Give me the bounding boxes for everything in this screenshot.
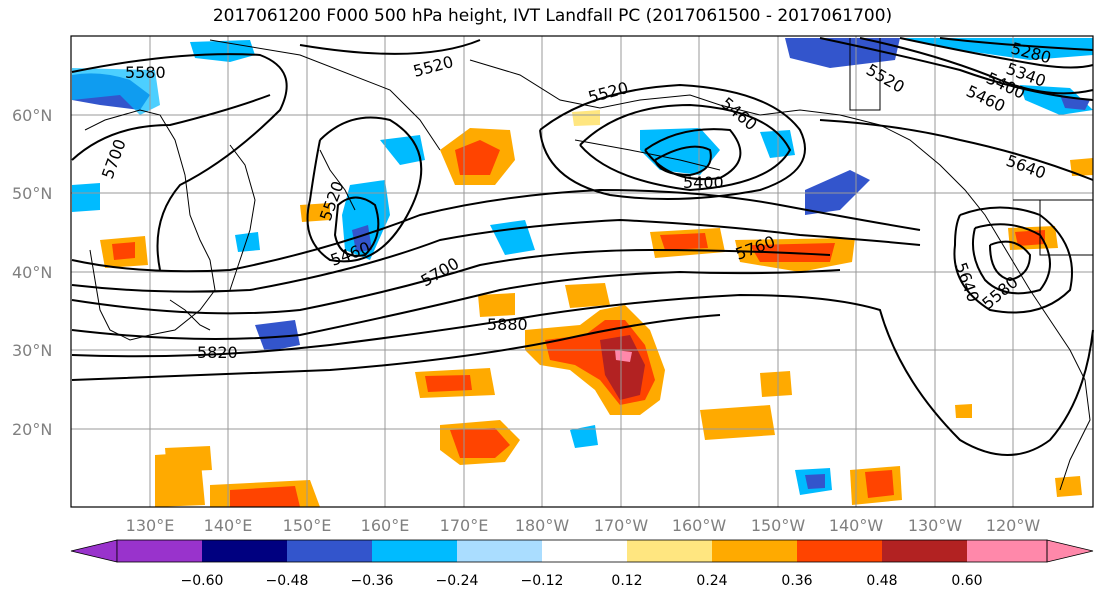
colorbar-segment <box>457 540 542 562</box>
colorbar-segment <box>712 540 797 562</box>
lon-label: 120°W <box>986 516 1041 535</box>
lon-label: 150°W <box>751 516 806 535</box>
contour-label: 5580 <box>125 63 166 82</box>
colorbar-segment <box>542 540 627 562</box>
colorbar-tick: 0.12 <box>611 573 642 589</box>
lat-label: 50°N <box>12 184 52 203</box>
colorbar-segment <box>967 540 1047 562</box>
colorbar-tick: −0.24 <box>436 573 479 589</box>
lon-label: 160°E <box>361 516 410 535</box>
colorbar-tick: 0.48 <box>866 573 897 589</box>
graticule <box>71 36 1093 507</box>
colorbar-segment <box>372 540 457 562</box>
ivt-shading <box>72 38 1093 507</box>
contour-label: 5400 <box>683 173 724 192</box>
latitude-labels: 60°N 50°N 40°N 30°N 20°N <box>12 106 52 439</box>
height-contours <box>71 37 1094 456</box>
colorbar-segment <box>117 540 202 562</box>
colorbar-segment <box>882 540 967 562</box>
map-title: 2017061200 F000 500 hPa height, IVT Land… <box>212 6 893 26</box>
colorbar-segment <box>202 540 287 562</box>
lat-label: 20°N <box>12 420 52 439</box>
colorbar-tick: 0.60 <box>951 573 982 589</box>
colorbar-segment <box>627 540 712 562</box>
lat-label: 40°N <box>12 263 52 282</box>
colorbar-tick: 0.24 <box>696 573 727 589</box>
colorbar-tick: −0.60 <box>181 573 224 589</box>
colorbar-segment <box>797 540 882 562</box>
lon-label: 170°W <box>594 516 649 535</box>
contour-label: 5820 <box>197 343 238 362</box>
lon-label: 160°W <box>672 516 727 535</box>
colorbar-tick: 0.36 <box>781 573 812 589</box>
lat-label: 60°N <box>12 106 52 125</box>
lon-label: 170°E <box>440 516 489 535</box>
lon-label: 140°E <box>204 516 253 535</box>
lon-label: 130°W <box>908 516 963 535</box>
lat-label: 30°N <box>12 341 52 360</box>
colorbar-extend-min <box>70 539 118 563</box>
contour-label: 5880 <box>487 315 528 334</box>
longitude-labels: 130°E 140°E 150°E 160°E 170°E 180°W 170°… <box>126 516 1041 535</box>
map-border <box>70 35 1094 508</box>
lon-label: 130°E <box>126 516 175 535</box>
colorbar-outline <box>116 539 1048 563</box>
colorbar-tick: −0.12 <box>521 573 564 589</box>
lon-label: 150°E <box>283 516 332 535</box>
lon-label: 140°W <box>829 516 884 535</box>
colorbar-tick: −0.36 <box>351 573 394 589</box>
colorbar-segment <box>287 540 372 562</box>
colorbar: −0.60 −0.48 −0.36 −0.24 −0.12 0.12 0.24 … <box>70 539 1094 589</box>
colorbar-extend-max <box>1046 539 1094 563</box>
lon-label: 180°W <box>515 516 570 535</box>
colorbar-tick: −0.48 <box>266 573 309 589</box>
coastlines <box>84 38 1093 491</box>
